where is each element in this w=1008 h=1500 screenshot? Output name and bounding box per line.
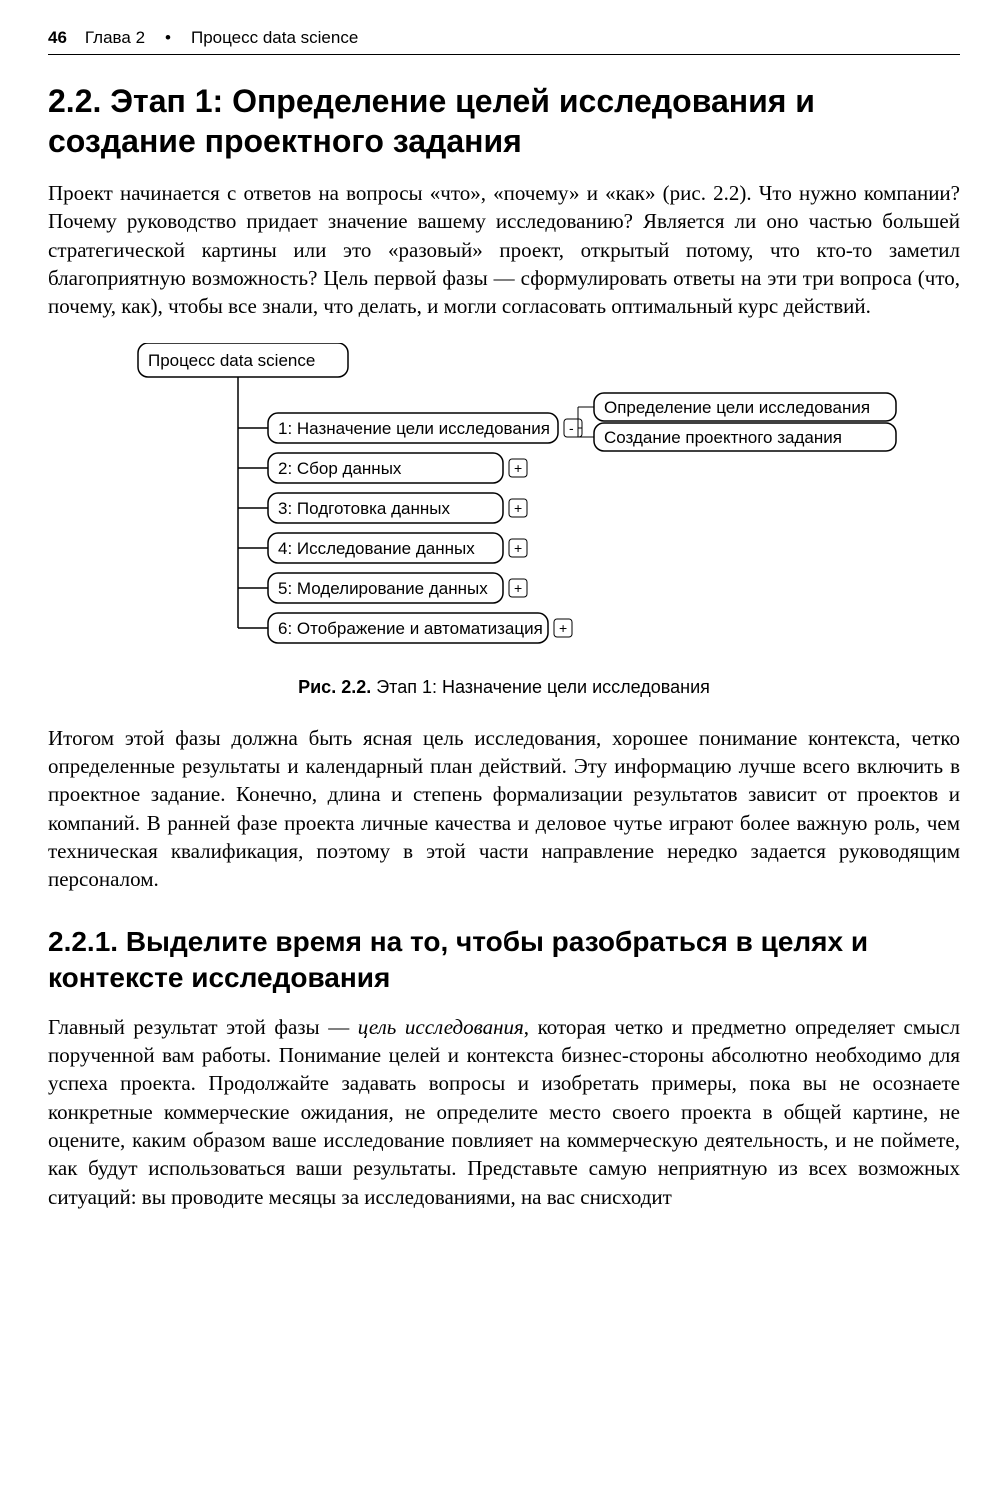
para3-post: , которая четко и предметно определяет с… [48, 1015, 960, 1209]
running-header: 46 Глава 2 • Процесс data science [48, 28, 960, 55]
page: 46 Глава 2 • Процесс data science 2.2. Э… [0, 0, 1008, 1500]
figure-2-2: Процесс data science 1: Назначение цели и… [108, 343, 938, 663]
svg-text:Создание проектного задания: Создание проектного задания [604, 428, 842, 447]
section-title: 2.2. Этап 1: Определение целей исследова… [48, 81, 960, 161]
page-number: 46 [48, 28, 67, 48]
paragraph-1: Проект начинается с ответов на вопросы «… [48, 179, 960, 321]
para3-pre: Главный результат этой фазы — [48, 1015, 358, 1039]
svg-text:+: + [514, 580, 522, 596]
svg-text:Определение цели исследования: Определение цели исследования [604, 398, 870, 417]
svg-text:3: Подготовка данных: 3: Подготовка данных [278, 499, 450, 518]
paragraph-2: Итогом этой фазы должна быть ясная цель … [48, 724, 960, 894]
svg-text:-: - [569, 420, 574, 436]
subsection-title: 2.2.1. Выделите время на то, чтобы разоб… [48, 924, 960, 997]
svg-text:4: Исследование данных: 4: Исследование данных [278, 539, 475, 558]
figure-caption: Рис. 2.2. Этап 1: Назначение цели исслед… [48, 677, 960, 698]
svg-text:2: Сбор данных: 2: Сбор данных [278, 459, 402, 478]
svg-text:1: Назначение цели исследовани: 1: Назначение цели исследования [278, 419, 550, 438]
svg-text:5: Моделирование данных: 5: Моделирование данных [278, 579, 488, 598]
paragraph-3: Главный результат этой фазы — цель иссле… [48, 1013, 960, 1211]
chapter-label: Глава 2 [85, 28, 145, 48]
header-bullet: • [165, 28, 171, 48]
figure-caption-text: Этап 1: Назначение цели исследования [376, 677, 710, 697]
svg-text:+: + [559, 620, 567, 636]
svg-text:+: + [514, 460, 522, 476]
svg-text:6: Отображение и автоматизация: 6: Отображение и автоматизация [278, 619, 543, 638]
svg-text:Процесс data science: Процесс data science [148, 351, 315, 370]
svg-text:+: + [514, 540, 522, 556]
figure-caption-label: Рис. 2.2. [298, 677, 371, 697]
flowchart-svg: Процесс data science 1: Назначение цели и… [108, 343, 938, 653]
svg-text:+: + [514, 500, 522, 516]
para3-italic: цель исследования [358, 1015, 524, 1039]
chapter-title: Процесс data science [191, 28, 358, 48]
